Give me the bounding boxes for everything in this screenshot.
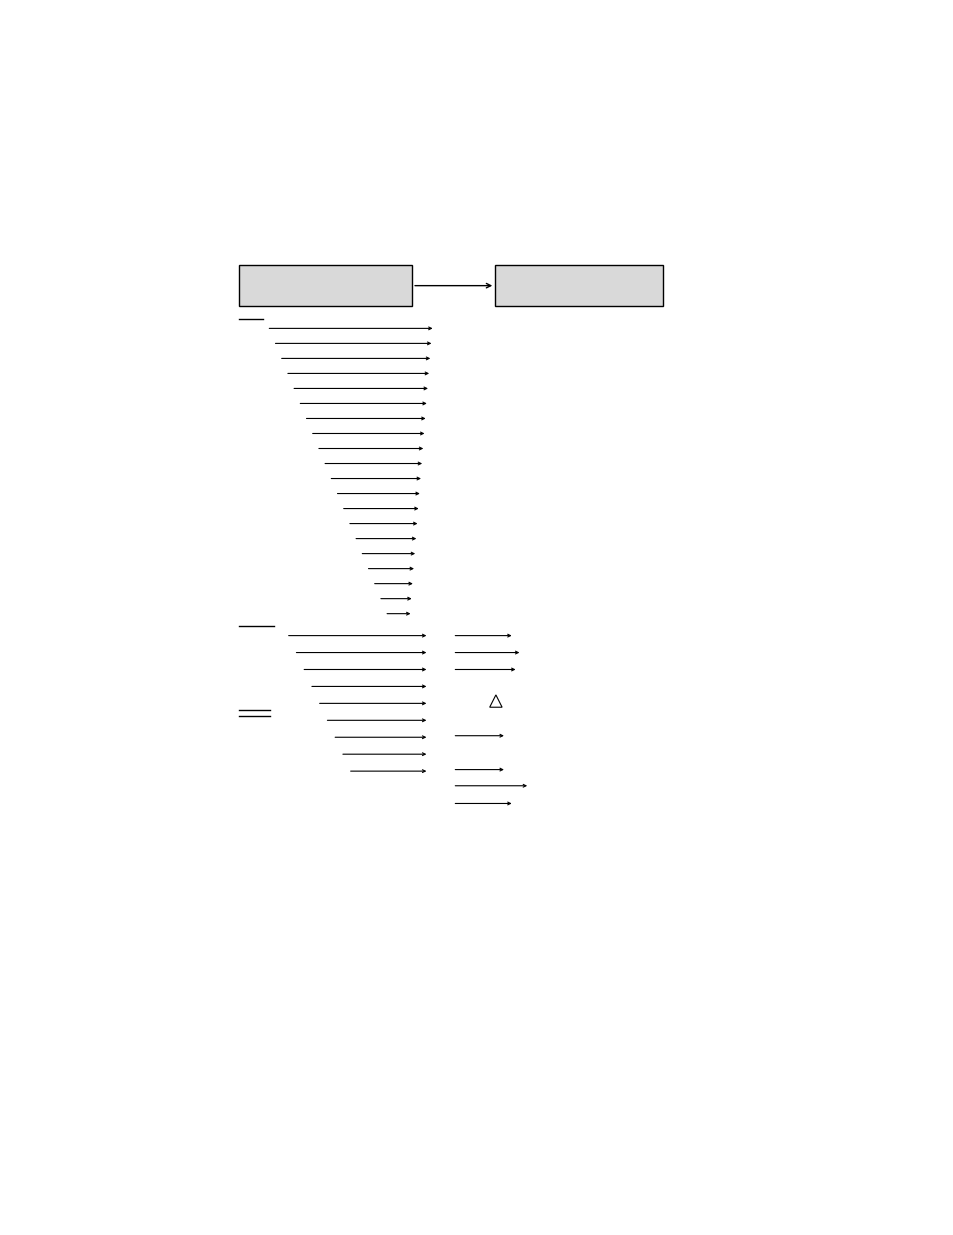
Bar — [495, 266, 662, 306]
Bar — [239, 266, 412, 306]
